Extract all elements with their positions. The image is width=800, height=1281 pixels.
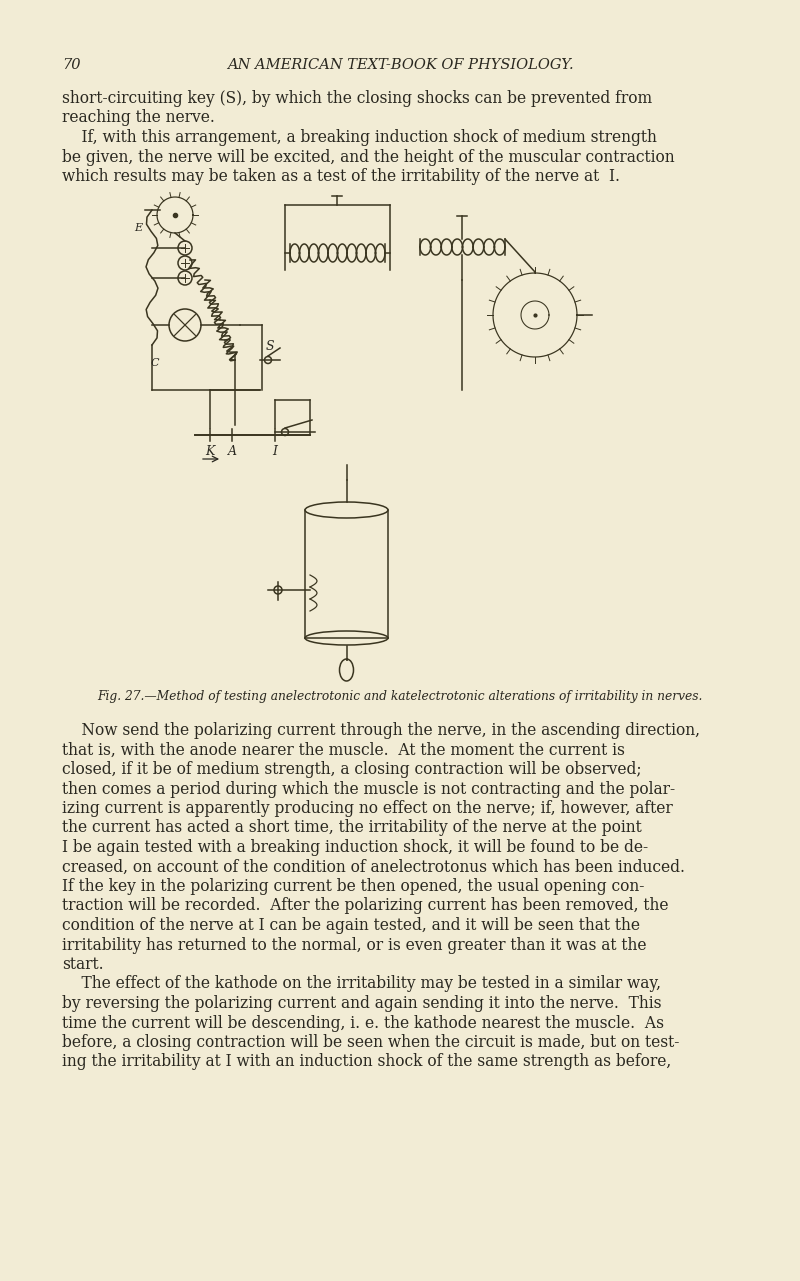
Text: condition of the nerve at I can be again tested, and it will be seen that the: condition of the nerve at I can be again…: [62, 917, 640, 934]
Text: irritability has returned to the normal, or is even greater than it was at the: irritability has returned to the normal,…: [62, 936, 646, 953]
Text: izing current is apparently producing no effect on the nerve; if, however, after: izing current is apparently producing no…: [62, 801, 673, 817]
Text: I: I: [273, 445, 278, 459]
Text: by reversing the polarizing current and again sending it into the nerve.  This: by reversing the polarizing current and …: [62, 995, 662, 1012]
Text: be given, the nerve will be excited, and the height of the muscular contraction: be given, the nerve will be excited, and…: [62, 149, 674, 165]
Text: the current has acted a short time, the irritability of the nerve at the point: the current has acted a short time, the …: [62, 820, 642, 836]
Text: ing the irritability at I with an induction shock of the same strength as before: ing the irritability at I with an induct…: [62, 1053, 671, 1071]
Text: C: C: [150, 357, 159, 368]
Text: 70: 70: [62, 58, 81, 72]
Text: time the current will be descending, i. e. the kathode nearest the muscle.  As: time the current will be descending, i. …: [62, 1015, 664, 1031]
Text: short-circuiting key (S), by which the closing shocks can be prevented from: short-circuiting key (S), by which the c…: [62, 90, 652, 108]
Text: The effect of the kathode on the irritability may be tested in a similar way,: The effect of the kathode on the irritab…: [62, 976, 661, 993]
Text: If the key in the polarizing current be then opened, the usual opening con-: If the key in the polarizing current be …: [62, 877, 644, 895]
Text: reaching the nerve.: reaching the nerve.: [62, 109, 215, 127]
Text: that is, with the anode nearer the muscle.  At the moment the current is: that is, with the anode nearer the muscl…: [62, 742, 625, 758]
Text: start.: start.: [62, 956, 104, 974]
Text: AN AMERICAN TEXT-BOOK OF PHYSIOLOGY.: AN AMERICAN TEXT-BOOK OF PHYSIOLOGY.: [226, 58, 574, 72]
Text: K: K: [206, 445, 214, 459]
Text: closed, if it be of medium strength, a closing contraction will be observed;: closed, if it be of medium strength, a c…: [62, 761, 642, 778]
Text: If, with this arrangement, a breaking induction shock of medium strength: If, with this arrangement, a breaking in…: [62, 129, 657, 146]
Text: which results may be taken as a test of the irritability of the nerve at  I.: which results may be taken as a test of …: [62, 168, 620, 184]
Text: A: A: [227, 445, 237, 459]
Text: Fig. 27.—Method of testing anelectrotonic and katelectrotonic alterations of irr: Fig. 27.—Method of testing anelectrotoni…: [98, 690, 702, 703]
Text: then comes a period during which the muscle is not contracting and the polar-: then comes a period during which the mus…: [62, 780, 675, 798]
Text: E: E: [134, 223, 142, 233]
Text: creased, on account of the condition of anelectrotonus which has been induced.: creased, on account of the condition of …: [62, 858, 685, 875]
Text: traction will be recorded.  After the polarizing current has been removed, the: traction will be recorded. After the pol…: [62, 898, 669, 915]
Text: Now send the polarizing current through the nerve, in the ascending direction,: Now send the polarizing current through …: [62, 722, 700, 739]
Text: I be again tested with a breaking induction shock, it will be found to be de-: I be again tested with a breaking induct…: [62, 839, 648, 856]
Text: S: S: [266, 339, 274, 354]
Text: before, a closing contraction will be seen when the circuit is made, but on test: before, a closing contraction will be se…: [62, 1034, 679, 1050]
